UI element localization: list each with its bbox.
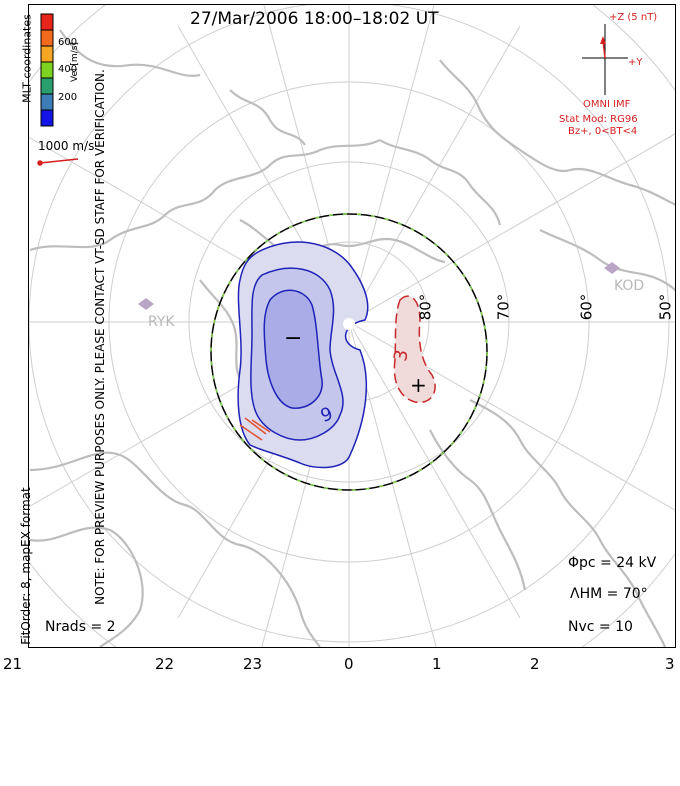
colorbar-tick-600: 600 <box>58 37 78 48</box>
lat-label-50: 50° <box>656 293 675 321</box>
mlt-label-2: 2 <box>530 655 540 673</box>
cross-polar-potential: Φpc = 24 kV <box>568 555 657 571</box>
colorbar-tick-400: 400 <box>58 64 78 75</box>
station-label-ryk: RYK <box>148 314 175 330</box>
velocity-reference-label: 1000 m/s <box>38 139 95 153</box>
mlt-label-21: 21 <box>3 655 23 673</box>
imf-clock-dial <box>582 24 628 95</box>
station-label-kod: KOD <box>614 278 645 294</box>
mlt-label-1: 1 <box>432 655 442 673</box>
vector-count: Nvc = 10 <box>568 619 633 635</box>
coordinate-system-label: MLT coordinates <box>20 14 34 103</box>
heppner-maynard-boundary-dash <box>210 213 488 491</box>
potential-max-marker: + <box>410 373 427 397</box>
coastlines <box>29 29 675 647</box>
radar-count: Nrads = 2 <box>45 619 116 635</box>
lat-label-80: 80° <box>416 293 435 321</box>
velocity-vectors <box>239 417 271 441</box>
convection-map: − + 9 3 <box>29 5 675 647</box>
mlt-label-22: 22 <box>155 655 175 673</box>
stat-model-label: Stat Mod: RG96 <box>559 114 638 125</box>
hm-boundary-latitude: ΛHM = 70° <box>570 586 648 602</box>
mlt-label-23: 23 <box>243 655 263 673</box>
imf-y-label: +Y <box>628 57 643 68</box>
imf-condition-label: Bz+, 0<BT<4 <box>568 126 638 137</box>
negative-cell-fill-inner <box>263 289 323 409</box>
lat-label-70: 70° <box>494 293 513 321</box>
preview-watermark: NOTE: FOR PREVIEW PURPOSES ONLY. PLEASE … <box>93 69 107 605</box>
velocity-colorbar <box>40 13 54 127</box>
velocity-reference-vector <box>37 158 79 166</box>
imf-source-label: OMNI IMF <box>583 99 631 110</box>
positive-contour-value: 3 <box>390 348 413 363</box>
imf-z-label: +Z (5 nT) <box>609 12 658 23</box>
mlt-label-3: 3 <box>665 655 675 673</box>
station-markers <box>138 262 620 310</box>
mlt-label-0: 0 <box>344 655 354 673</box>
positive-cell-fill <box>393 295 436 404</box>
fit-order-label: FitOrder: 8, mapEX format <box>19 487 33 645</box>
lat-label-60: 60° <box>577 293 596 321</box>
pole-marker <box>343 318 355 330</box>
plot-title: 27/Mar/2006 18:00–18:02 UT <box>190 9 439 29</box>
potential-min-marker: − <box>284 326 302 351</box>
colorbar-tick-200: 200 <box>58 92 78 103</box>
